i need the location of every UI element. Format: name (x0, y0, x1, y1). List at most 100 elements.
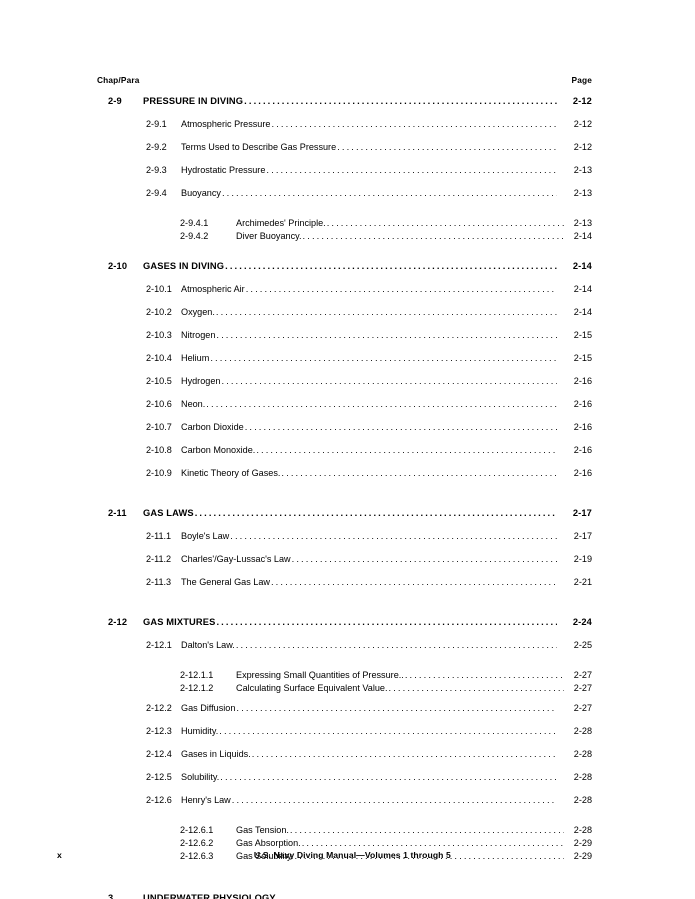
toc-entry[interactable]: 2-12.6.3 Gas Solubility..................… (97, 851, 592, 864)
toc-entry[interactable]: 2-12.6 Henry's Law.......................… (97, 795, 592, 818)
toc-spacer (97, 864, 592, 893)
chap-para-column-label: Chap/Para (97, 75, 140, 85)
toc-entry-number: 2-10.6 (146, 399, 172, 409)
toc-entry-title: Helium (181, 353, 210, 363)
toc-entry[interactable]: 2-12.1 Dalton's Law......................… (97, 640, 592, 663)
toc-entry-number: 2-12.5 (146, 772, 172, 782)
toc-dot-leader: ........................................… (210, 352, 557, 362)
toc-dot-leader: ........................................… (216, 616, 557, 626)
toc-entry-title: Humidity. (181, 726, 219, 736)
toc-entry-number: 2-10.4 (146, 353, 172, 363)
toc-entry[interactable]: 2-11.3 The General Gas Law...............… (97, 577, 592, 600)
toc-entry[interactable]: 2-11.2 Charles'/Gay-Lussac's Law.........… (97, 554, 592, 577)
toc-entry-title: Boyle's Law (181, 531, 230, 541)
toc-entry-page: 2-15 (573, 330, 592, 340)
toc-entry[interactable]: 2-10.5 Hydrogen..........................… (97, 376, 592, 399)
toc-entry[interactable]: 2-11.1 Boyle's Law.......................… (97, 531, 592, 554)
toc-dot-leader: ........................................… (215, 306, 557, 316)
toc-entry-title: Gas Absorption. (236, 838, 301, 848)
page-column-label: Page (571, 75, 592, 85)
toc-dot-leader: ........................................… (404, 669, 564, 679)
toc-entry[interactable]: 2-12.1.1 Expressing Small Quantities of P… (97, 670, 592, 683)
toc-entry-page: 2-28 (573, 795, 592, 805)
toc-entry-page: 2-17 (573, 531, 592, 541)
toc-dot-leader: ........................................… (302, 230, 564, 240)
toc-entry[interactable]: 2-10.1 Atmospheric Air...................… (97, 284, 592, 307)
toc-entry[interactable]: 2-12.1.2 Calculating Surface Equivalent V… (97, 683, 592, 696)
toc-entry-title: Calculating Surface Equivalent Value. (236, 683, 388, 693)
toc-entry-page: 2-15 (573, 353, 592, 363)
toc-entry-title: Carbon Monoxide. (181, 445, 256, 455)
toc-entry-title: Henry's Law (181, 795, 231, 805)
folio-number: x (57, 850, 62, 860)
toc-entry-page: 2-12 (572, 96, 592, 106)
toc-entry[interactable]: 2-10.6 Neon..............................… (97, 399, 592, 422)
toc-entry-number: 2-12.6.2 (180, 838, 214, 848)
toc-entry-title: Atmospheric Pressure (181, 119, 271, 129)
toc-entry-title: Solubility. (181, 772, 220, 782)
toc-entry-number: 2-12.4 (146, 749, 172, 759)
toc-entry[interactable]: 2-9.4 Buoyancy...........................… (97, 188, 592, 211)
toc-entry-title: UNDERWATER PHYSIOLOGY (143, 893, 276, 899)
toc-entry-title: Dalton's Law. (181, 640, 235, 650)
toc-entry-page: 2-21 (573, 577, 592, 587)
toc-entry-number: 2-12.6 (146, 795, 172, 805)
toc-dot-leader: ........................................… (236, 702, 557, 712)
toc-entry[interactable]: 2-9 PRESSURE IN DIVING...................… (97, 96, 592, 119)
toc-dot-leader: ........................................… (291, 553, 557, 563)
toc-entry-number: 2-9 (108, 96, 122, 106)
toc-entry-title: Kinetic Theory of Gases. (181, 468, 281, 478)
toc-entry-number: 2-10.9 (146, 468, 172, 478)
toc-entry-page: 2-13 (573, 188, 592, 198)
toc-entry[interactable]: 2-11 GAS LAWS............................… (97, 508, 592, 531)
toc-entry[interactable]: 2-12.3 Humidity..........................… (97, 726, 592, 749)
toc-entry[interactable]: 2-10.2 Oxygen............................… (97, 307, 592, 330)
toc-entry-number: 2-12.2 (146, 703, 172, 713)
toc-dot-leader: ........................................… (194, 507, 557, 517)
toc-entry-page: 2-13 (573, 165, 592, 175)
toc-entry-page: 2-28 (573, 749, 592, 759)
toc-entry[interactable]: 2-9.1 Atmospheric Pressure...............… (97, 119, 592, 142)
toc-entry[interactable]: 2-12.5 Solubility........................… (97, 772, 592, 795)
toc-entry[interactable]: 2-10.4 Helium............................… (97, 353, 592, 376)
toc-entry[interactable]: 2-9.2 Terms Used to Describe Gas Pressure… (97, 142, 592, 165)
toc-entry[interactable]: 2-10.9 Kinetic Theory of Gases...........… (97, 468, 592, 491)
toc-entry-number: 2-12 (108, 617, 128, 627)
toc-entry[interactable]: 2-12.2 Gas Diffusion.....................… (97, 703, 592, 726)
toc-dot-leader: ........................................… (294, 850, 564, 860)
toc-entry-number: 2-10.8 (146, 445, 172, 455)
toc-entry[interactable]: 2-9.4.1 Archimedes' Principle............… (97, 218, 592, 231)
toc-entry-title: Nitrogen (181, 330, 216, 340)
toc-entry-number: 2-11 (108, 508, 127, 518)
toc-entry-number: 2-12.1 (146, 640, 172, 650)
toc-entry-number: 2-9.4 (146, 188, 167, 198)
toc-spacer (97, 244, 592, 261)
toc-spacer (97, 491, 592, 508)
toc-entry-page: 2-16 (573, 376, 592, 386)
toc-entry-page: 2-14 (573, 284, 592, 294)
toc-entry-list: 2-9 PRESSURE IN DIVING...................… (97, 96, 592, 899)
toc-dot-leader: ........................................… (230, 530, 557, 540)
toc-entry-page: 2-17 (572, 508, 592, 518)
toc-entry[interactable]: 2-12.6.2 Gas Absorption..................… (97, 838, 592, 851)
toc-entry[interactable]: 2-9.4.2 Diver Buoyancy...................… (97, 231, 592, 244)
toc-entry[interactable]: 2-9.3 Hydrostatic Pressure...............… (97, 165, 592, 188)
toc-entry-page: 2-27 (573, 683, 592, 693)
toc-entry-number: 2-12.3 (146, 726, 172, 736)
toc-entry[interactable]: 2-10 GASES IN DIVING.....................… (97, 261, 592, 284)
toc-entry[interactable]: 2-12.4 Gases in Liquids..................… (97, 749, 592, 772)
toc-entry[interactable]: 2-10.8 Carbon Monoxide...................… (97, 445, 592, 468)
toc-entry-number: 2-9.1 (146, 119, 167, 129)
toc-entry[interactable]: 2-12.6.1 Gas Tension.....................… (97, 825, 592, 838)
toc-entry[interactable]: 2-10.3 Nitrogen..........................… (97, 330, 592, 353)
toc-entry-page: 2-27 (573, 703, 592, 713)
toc-entry[interactable]: 2-10.7 Carbon Dioxide....................… (97, 422, 592, 445)
toc-dot-leader: ........................................… (337, 141, 557, 151)
toc-dot-leader: ........................................… (251, 748, 557, 758)
toc-entry-number: 2-11.1 (146, 531, 172, 541)
toc-entry-page: 2-28 (573, 772, 592, 782)
toc-entry-number: 2-10.5 (146, 376, 172, 386)
toc-dot-leader: ........................................… (281, 467, 557, 477)
toc-entry[interactable]: 2-12 GAS MIXTURES........................… (97, 617, 592, 640)
